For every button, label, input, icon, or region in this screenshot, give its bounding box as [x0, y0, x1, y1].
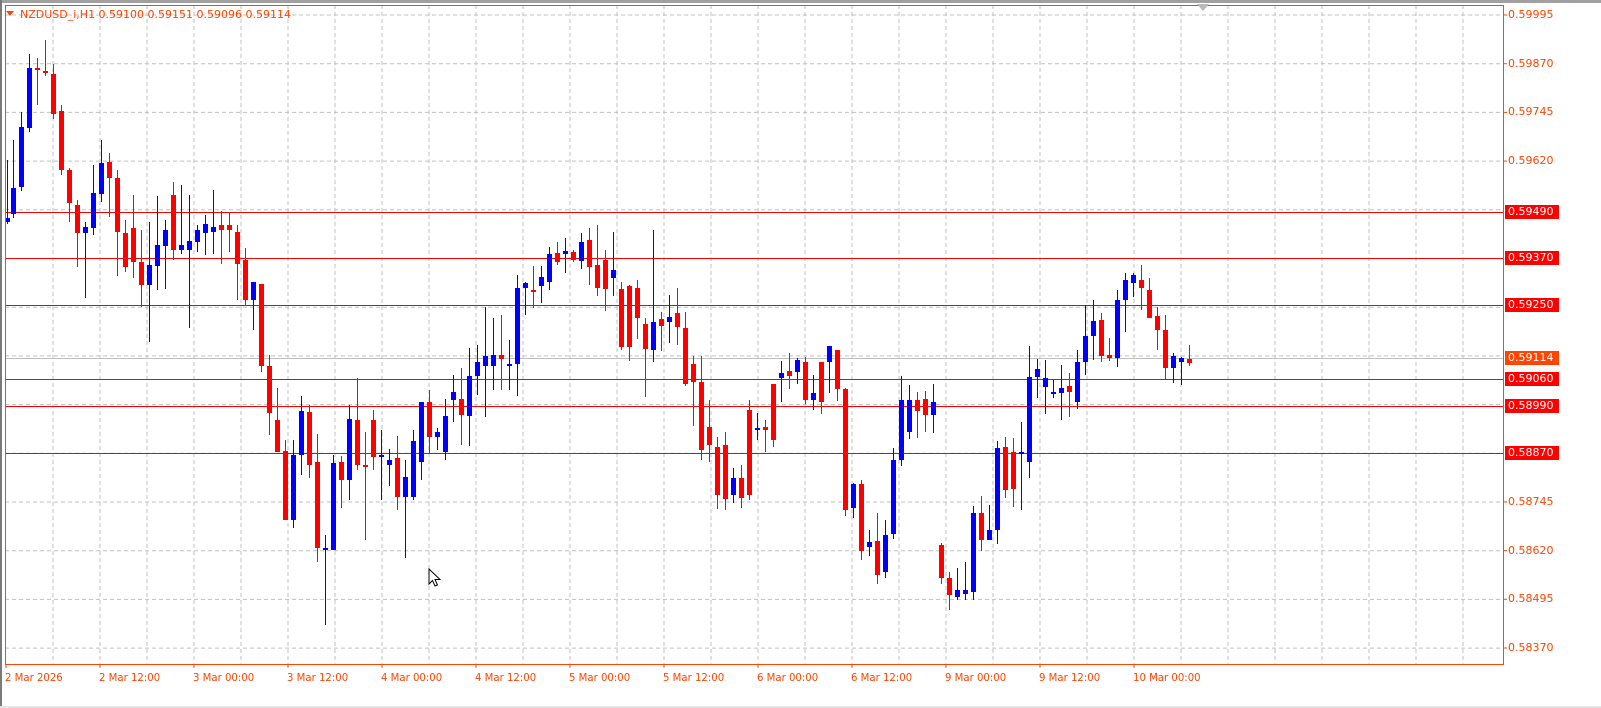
- price-tick-label: 0.59745: [1508, 105, 1554, 119]
- window-top-border: [0, 0, 1601, 3]
- price-tick-label: 0.58745: [1508, 494, 1554, 508]
- chart-title: NZDUSD_i,H1 0.59100 0.59151 0.59096 0.59…: [20, 8, 291, 21]
- time-tick-label: 2 Mar 12:00: [99, 671, 161, 684]
- window-bottom-border: [0, 706, 1601, 708]
- price-tick-label: 0.58495: [1508, 592, 1554, 606]
- current-price-label: 0.59114: [1505, 351, 1559, 366]
- mouse-cursor-icon: [428, 568, 442, 587]
- chart-menu-arrow-icon[interactable]: [6, 11, 14, 16]
- level-price-label: 0.59060: [1505, 372, 1559, 387]
- time-tick-label: 4 Mar 00:00: [381, 671, 443, 684]
- level-price-label: 0.58990: [1505, 399, 1559, 414]
- time-tick-label: 6 Mar 12:00: [851, 671, 913, 684]
- time-tick-label: 2 Mar 2026: [5, 671, 63, 684]
- level-price-label: 0.59490: [1505, 204, 1559, 219]
- price-tick-label: 0.58620: [1508, 543, 1554, 557]
- chart-shift-marker-icon[interactable]: [1197, 4, 1209, 11]
- time-tick-label: 10 Mar 00:00: [1133, 671, 1201, 684]
- window-left-border: [0, 0, 2, 708]
- level-price-label: 0.59250: [1505, 298, 1559, 313]
- price-tick-label: 0.59870: [1508, 56, 1554, 70]
- time-tick-label: 9 Mar 12:00: [1039, 671, 1101, 684]
- level-price-label: 0.58870: [1505, 446, 1559, 461]
- level-price-label: 0.59370: [1505, 251, 1559, 266]
- time-tick-label: 3 Mar 00:00: [193, 671, 255, 684]
- time-tick-label: 4 Mar 12:00: [475, 671, 537, 684]
- price-tick-label: 0.58370: [1508, 641, 1554, 654]
- time-tick-label: 5 Mar 00:00: [569, 671, 631, 684]
- time-tick-label: 9 Mar 00:00: [945, 671, 1007, 684]
- time-tick-label: 6 Mar 00:00: [757, 671, 819, 684]
- time-tick-label: 3 Mar 12:00: [287, 671, 349, 684]
- price-tick-label: 0.59620: [1508, 154, 1554, 168]
- price-tick-label: 0.59995: [1508, 8, 1554, 21]
- time-tick-label: 5 Mar 12:00: [663, 671, 725, 684]
